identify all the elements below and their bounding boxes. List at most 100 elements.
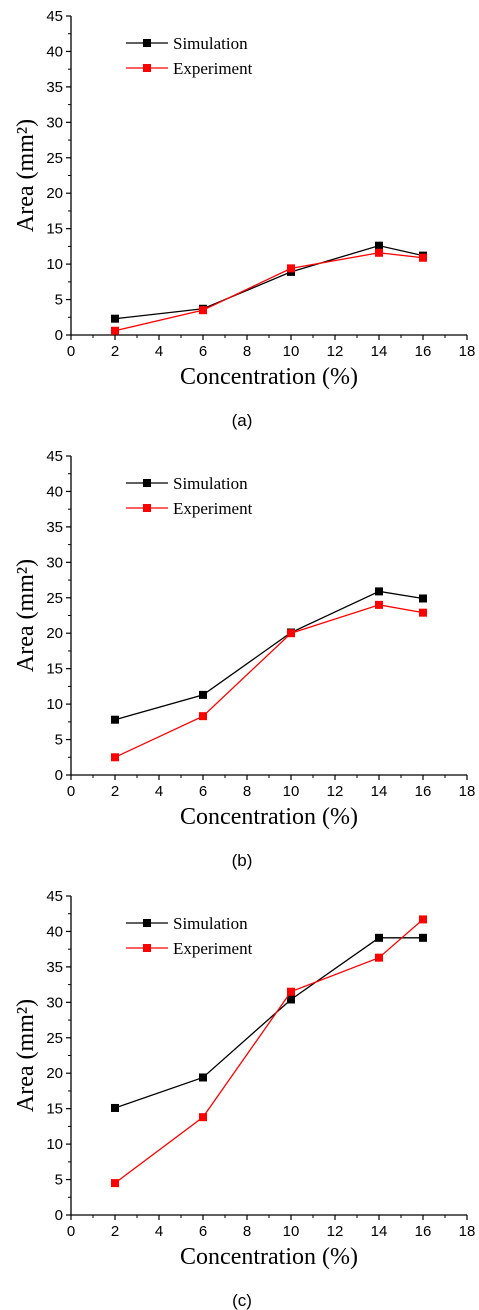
x-axis-title: Concentration (%)	[180, 364, 358, 390]
y-tick-label: 10	[46, 1136, 63, 1153]
panel-caption: (b)	[232, 851, 253, 870]
y-tick-label: 20	[46, 625, 63, 642]
data-point-simulation	[375, 587, 383, 596]
y-tick-label: 35	[46, 79, 63, 96]
x-tick-label: 14	[371, 1223, 388, 1240]
series-line-experiment	[114, 252, 424, 332]
chart-b: 0 5 10 15 20 25 30 35 40 45 0 2 4 6 8 10 12 14 16 18 Concent…	[13, 448, 475, 870]
data-point-simulation	[287, 995, 295, 1004]
data-point-simulation	[419, 933, 427, 942]
y-tick-label: 10	[46, 256, 63, 273]
series-line-experiment	[114, 604, 424, 758]
y-tick-label: 40	[46, 43, 63, 60]
data-point-experiment	[375, 248, 383, 257]
y-tick-label: 15	[46, 221, 63, 238]
data-point-experiment	[199, 712, 207, 721]
chart-c: 0 5 10 15 20 25 30 35 40 45 0 2 4 6 8 10 12 14 16 18 Concent…	[13, 888, 476, 1310]
x-tick-label: 0	[67, 343, 75, 360]
data-point-experiment	[287, 264, 295, 273]
y-tick-label: 30	[46, 554, 63, 571]
y-tick-label: 5	[55, 732, 63, 749]
x-tick-label: 6	[199, 1223, 207, 1240]
x-tick-label: 16	[415, 783, 432, 800]
x-tick-label: 12	[327, 343, 344, 360]
y-tick-label: 25	[46, 590, 63, 607]
x-tick-label: 16	[415, 1223, 432, 1240]
legend-marker-simulation	[143, 919, 151, 927]
panel-caption: (c)	[232, 1291, 252, 1310]
legend-label-simulation: Simulation	[173, 914, 248, 933]
x-tick-label: 10	[283, 783, 300, 800]
y-tick-label: 30	[46, 114, 63, 131]
data-point-experiment	[419, 915, 427, 924]
data-point-experiment	[111, 326, 119, 335]
y-axis-title: Area (mm²)	[13, 999, 39, 1112]
panel-caption: (a)	[232, 411, 253, 430]
y-tick-label: 0	[55, 1207, 63, 1224]
y-tick-label: 10	[46, 696, 63, 713]
data-point-experiment	[111, 753, 119, 762]
x-tick-label: 12	[327, 1223, 344, 1240]
x-tick-label: 18	[459, 1223, 476, 1240]
x-tick-label: 2	[111, 783, 119, 800]
x-tick-label: 4	[155, 1223, 163, 1240]
data-point-simulation	[375, 933, 383, 942]
x-tick-label: 16	[415, 343, 432, 360]
chart-a: 0 5 10 15 20 25 30 35 40 45 0 2 4 6 8 10 12 14 16 18 Concent…	[13, 8, 475, 430]
y-tick-label: 0	[55, 327, 63, 344]
series-line-simulation	[114, 590, 424, 721]
data-point-simulation	[111, 715, 119, 724]
data-point-simulation	[111, 314, 119, 323]
legend-marker-experiment	[143, 64, 151, 72]
chart-panel-b: 0 5 10 15 20 25 30 35 40 45 0 2 4 6 8 10 12 14 16 18 Concent…	[0, 440, 479, 870]
y-tick-label: 5	[55, 1172, 63, 1189]
data-point-experiment	[419, 608, 427, 617]
data-point-simulation	[111, 1103, 119, 1112]
data-point-simulation	[419, 594, 427, 603]
y-tick-label: 35	[46, 519, 63, 536]
data-point-simulation	[375, 241, 383, 250]
x-tick-label: 6	[199, 783, 207, 800]
y-tick-label: 35	[46, 959, 63, 976]
x-tick-label: 14	[371, 343, 388, 360]
chart-panel-c: 0 5 10 15 20 25 30 35 40 45 0 2 4 6 8 10 12 14 16 18 Concent…	[0, 880, 479, 1310]
data-point-experiment	[375, 600, 383, 609]
x-tick-label: 0	[67, 783, 75, 800]
x-tick-label: 2	[111, 1223, 119, 1240]
y-tick-label: 25	[46, 1030, 63, 1047]
chart-panel-a: 0 5 10 15 20 25 30 35 40 45 0 2 4 6 8 10 12 14 16 18 Concent…	[0, 0, 479, 430]
y-tick-label: 15	[46, 661, 63, 678]
x-tick-label: 14	[371, 783, 388, 800]
data-point-experiment	[287, 629, 295, 638]
data-point-experiment	[419, 253, 427, 262]
y-tick-label: 40	[46, 923, 63, 940]
legend-marker-simulation	[143, 39, 151, 47]
y-tick-label: 45	[46, 888, 63, 905]
x-tick-label: 8	[243, 783, 251, 800]
y-tick-label: 25	[46, 150, 63, 167]
x-axis-title: Concentration (%)	[180, 804, 358, 830]
y-tick-label: 45	[46, 8, 63, 25]
x-tick-label: 0	[67, 1223, 75, 1240]
y-tick-label: 40	[46, 483, 63, 500]
x-tick-label: 6	[199, 343, 207, 360]
x-tick-label: 12	[327, 783, 344, 800]
data-point-experiment	[111, 1179, 119, 1188]
x-tick-label: 4	[155, 783, 163, 800]
data-point-experiment	[287, 987, 295, 996]
data-point-experiment	[375, 953, 383, 962]
x-tick-label: 4	[155, 343, 163, 360]
legend-marker-experiment	[143, 944, 151, 952]
y-axis-title: Area (mm²)	[13, 119, 39, 232]
y-tick-label: 45	[46, 448, 63, 465]
x-tick-label: 2	[111, 343, 119, 360]
legend-label-experiment: Experiment	[173, 59, 253, 78]
legend-label-experiment: Experiment	[173, 499, 253, 518]
legend-label-experiment: Experiment	[173, 939, 253, 958]
legend-marker-simulation	[143, 479, 151, 487]
y-tick-label: 30	[46, 994, 63, 1011]
y-tick-label: 5	[55, 292, 63, 309]
y-tick-label: 15	[46, 1101, 63, 1118]
data-point-simulation	[199, 690, 207, 699]
data-point-simulation	[199, 1073, 207, 1082]
